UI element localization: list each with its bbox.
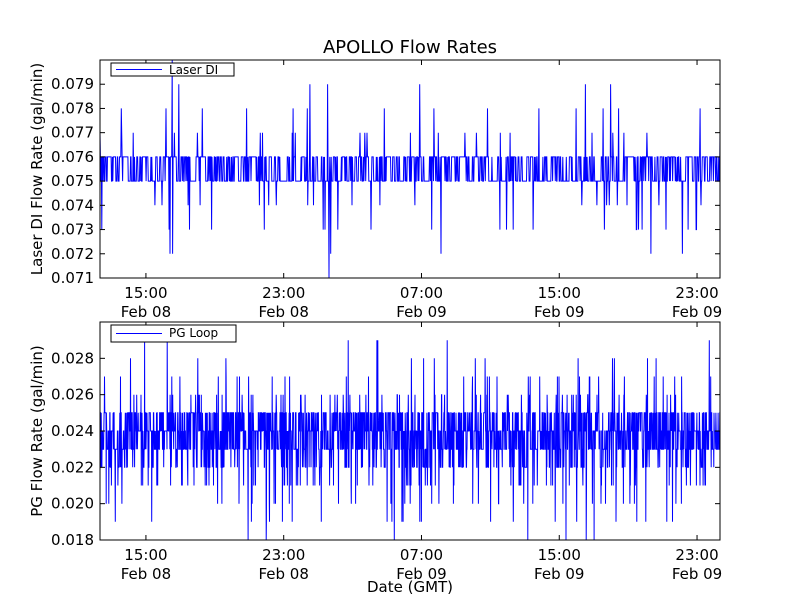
y-tick-label: 0.024 — [51, 422, 94, 440]
x-tick-date-label: Feb 08 — [121, 565, 171, 583]
chart-title: APOLLO Flow Rates — [323, 37, 497, 58]
series-line-pg-loop — [99, 340, 721, 541]
x-tick-time-label: 15:00 — [538, 284, 581, 302]
y-tick-label: 0.077 — [51, 124, 94, 142]
y-axis-label-top: Laser DI Flow Rate (gal/min) — [28, 63, 46, 275]
y-tick-label: 0.073 — [51, 221, 94, 239]
x-tick-time-label: 07:00 — [400, 284, 443, 302]
y-tick-label: 0.026 — [51, 386, 94, 404]
legend-label-laser-di: Laser DI — [169, 63, 218, 77]
legend-label-pg-loop: PG Loop — [169, 326, 218, 340]
legend-box-bottom — [110, 324, 237, 343]
y-tick-label: 0.018 — [51, 531, 94, 549]
y-tick-label: 0.028 — [51, 349, 94, 367]
x-tick-time-label: 23:00 — [262, 284, 305, 302]
y-ticks-bottom: 0.018 0.020 0.022 0.024 0.026 0.028 — [51, 349, 720, 549]
x-tick-time-label: 15:00 — [538, 546, 581, 564]
series-laser-di-line — [99, 59, 721, 279]
series-pg-loop-line — [99, 340, 721, 541]
y-tick-label: 0.076 — [51, 148, 94, 166]
x-tick-date-label: Feb 09 — [396, 303, 446, 321]
y-tick-label: 0.022 — [51, 458, 94, 476]
x-tick-date-label: Feb 09 — [534, 303, 584, 321]
x-tick-date-label: Feb 09 — [396, 565, 446, 583]
y-axis-label-bottom: PG Flow Rate (gal/min) — [28, 345, 46, 517]
x-tick-date-label: Feb 08 — [258, 303, 308, 321]
y-tick-label: 0.072 — [51, 245, 94, 263]
y-tick-label: 0.071 — [51, 269, 94, 287]
panel-laser-di: 0.071 0.072 0.073 0.074 0.075 0.076 0.077 0.078… — [28, 59, 722, 321]
y-ticks-top: 0.071 0.072 0.073 0.074 0.075 0.076 0.077 0.078… — [51, 75, 720, 287]
legend-box-top — [110, 62, 235, 77]
x-tick-time-label: 15:00 — [124, 284, 167, 302]
x-tick-date-label: Feb 08 — [121, 303, 171, 321]
x-tick-date-label: Feb 09 — [534, 565, 584, 583]
x-tick-date-label: Feb 09 — [672, 565, 722, 583]
y-tick-label: 0.079 — [51, 75, 94, 93]
x-tick-date-label: Feb 08 — [258, 565, 308, 583]
x-tick-time-label: 07:00 — [400, 546, 443, 564]
x-tick-time-label: 23:00 — [262, 546, 305, 564]
legend-top: Laser DI — [110, 62, 235, 77]
x-tick-date-label: Feb 09 — [672, 303, 722, 321]
x-tick-time-label: 15:00 — [124, 546, 167, 564]
x-axis-label: Date (GMT) — [367, 578, 453, 596]
y-tick-label: 0.075 — [51, 172, 94, 190]
legend-bottom: PG Loop — [110, 324, 237, 343]
axes-frame-top — [99, 59, 721, 279]
y-tick-label: 0.074 — [51, 196, 94, 214]
x-tick-time-label: 23:00 — [675, 546, 718, 564]
y-tick-label: 0.078 — [51, 99, 94, 117]
y-tick-label: 0.020 — [51, 495, 94, 513]
series-line-laser-di — [99, 59, 721, 279]
x-tick-time-label: 23:00 — [675, 284, 718, 302]
